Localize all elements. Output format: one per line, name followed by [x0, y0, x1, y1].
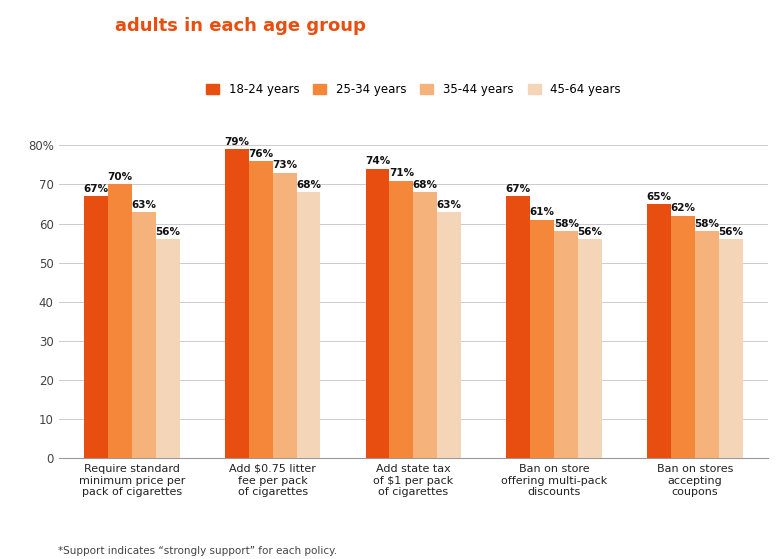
Text: 74%: 74% [365, 157, 390, 167]
Text: Majority of: Majority of [10, 17, 126, 35]
Text: 63%: 63% [437, 200, 462, 210]
Text: 68%: 68% [296, 180, 321, 190]
Bar [578, 239, 602, 458]
Text: tobacco price: tobacco price [10, 73, 147, 91]
Bar [530, 220, 555, 458]
Text: 79%: 79% [224, 137, 249, 147]
Bar [84, 196, 108, 458]
Legend: 18-24 years, 25-34 years, 35-44 years, 45-64 years: 18-24 years, 25-34 years, 35-44 years, 4… [201, 78, 626, 101]
Text: 58%: 58% [694, 219, 719, 229]
Bar [555, 231, 578, 458]
Text: 61%: 61% [530, 207, 555, 217]
Text: 76%: 76% [248, 149, 273, 159]
Bar [225, 149, 249, 458]
Text: 67%: 67% [83, 184, 108, 194]
Bar [719, 239, 743, 458]
Text: 56%: 56% [155, 227, 180, 237]
Bar [156, 239, 179, 458]
Text: 56%: 56% [578, 227, 603, 237]
Bar [108, 184, 132, 458]
Bar [695, 231, 719, 458]
Text: 62%: 62% [671, 203, 696, 214]
Bar [249, 161, 272, 458]
Bar [272, 173, 296, 458]
Text: 58%: 58% [554, 219, 579, 229]
Bar [413, 192, 438, 458]
Text: adults in each age group: adults in each age group [115, 17, 366, 35]
Bar [366, 169, 389, 458]
Bar [671, 216, 695, 458]
Text: 56%: 56% [718, 227, 743, 237]
Text: 67%: 67% [505, 184, 531, 194]
Bar [296, 192, 321, 458]
Text: 73%: 73% [272, 160, 297, 170]
Bar [506, 196, 530, 458]
Text: *Support indicates “strongly support” for each policy.: *Support indicates “strongly support” fo… [58, 546, 338, 556]
Bar [647, 204, 671, 458]
Text: supported* policies to increase: supported* policies to increase [448, 17, 771, 35]
Text: 71%: 71% [389, 168, 414, 178]
Text: 68%: 68% [413, 180, 438, 190]
Bar [132, 212, 156, 458]
Text: 65%: 65% [647, 192, 672, 202]
Text: 63%: 63% [131, 200, 156, 210]
Bar [389, 181, 413, 458]
Bar [438, 212, 461, 458]
Text: 70%: 70% [107, 172, 133, 182]
